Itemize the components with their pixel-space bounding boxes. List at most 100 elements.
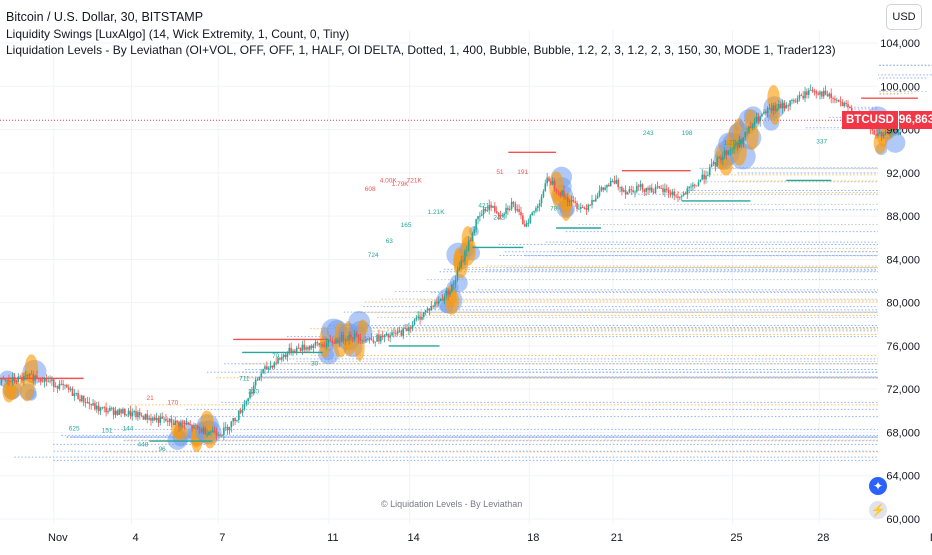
x-axis-tick-label: 14 bbox=[407, 532, 419, 544]
candle-body bbox=[873, 130, 875, 134]
legend-symbol-title[interactable]: Bitcoin / U.S. Dollar, 30, BITSTAMP bbox=[6, 9, 836, 26]
swing-annotation-label: 170 bbox=[167, 399, 178, 406]
candle-body bbox=[206, 434, 208, 435]
candle-body bbox=[59, 384, 61, 389]
candle-body bbox=[29, 374, 31, 376]
candle-body bbox=[836, 100, 838, 101]
candle-body bbox=[143, 416, 145, 419]
candle-body bbox=[847, 104, 849, 107]
candle-body bbox=[632, 190, 634, 192]
legend-indicator-liquidity-swings[interactable]: Liquidity Swings [LuxAlgo] (14, Wick Ext… bbox=[6, 26, 836, 43]
candle-body bbox=[599, 191, 601, 196]
candle-body bbox=[294, 351, 296, 353]
candle-body bbox=[98, 406, 100, 411]
candle-body bbox=[795, 102, 797, 103]
candle-body bbox=[720, 157, 722, 160]
candle-body bbox=[36, 375, 38, 378]
candle-body bbox=[389, 335, 391, 337]
candle-body bbox=[758, 117, 760, 121]
y-axis-tick-label: 60,000 bbox=[886, 514, 920, 526]
candle-body bbox=[70, 389, 72, 390]
candle-body bbox=[68, 387, 70, 389]
candle-body bbox=[470, 240, 472, 241]
candle-body bbox=[105, 408, 107, 413]
candle-body bbox=[701, 175, 703, 180]
candle-body bbox=[475, 219, 477, 229]
candle-body bbox=[358, 334, 360, 338]
candle-body bbox=[298, 348, 300, 349]
currency-button[interactable]: USD bbox=[886, 4, 922, 30]
candle-body bbox=[305, 347, 307, 349]
candle-body bbox=[724, 151, 726, 157]
candle-body bbox=[580, 207, 582, 209]
candle-body bbox=[158, 418, 160, 423]
candle-body bbox=[311, 346, 313, 348]
candle-body bbox=[573, 200, 575, 201]
y-axis-tick-label: 84,000 bbox=[886, 254, 920, 266]
candle-body bbox=[120, 409, 122, 413]
candle-body bbox=[565, 197, 567, 198]
candle-body bbox=[6, 380, 8, 381]
candle-body bbox=[460, 260, 462, 267]
candle-body bbox=[173, 423, 175, 425]
candle-body bbox=[681, 196, 683, 197]
candle-body bbox=[683, 193, 685, 195]
candle-body bbox=[645, 188, 647, 192]
x-axis-tick-label: 7 bbox=[219, 532, 225, 544]
legend-indicator-liquidation-levels[interactable]: Liquidation Levels - By Leviathan (OI+VO… bbox=[6, 42, 836, 59]
candle-body bbox=[23, 376, 25, 381]
candle-body bbox=[49, 381, 51, 382]
y-axis-tick-label: 92,000 bbox=[886, 168, 920, 180]
candle-body bbox=[148, 418, 150, 420]
candle-body bbox=[520, 212, 522, 216]
candle-body bbox=[176, 421, 178, 423]
candle-body bbox=[767, 108, 769, 113]
chart-legend: Bitcoin / U.S. Dollar, 30, BITSTAMP Liqu… bbox=[6, 9, 836, 59]
candle-body bbox=[330, 339, 332, 340]
candle-body bbox=[356, 333, 358, 334]
candle-body bbox=[445, 290, 447, 296]
candle-body bbox=[815, 91, 817, 93]
candle-body bbox=[324, 346, 326, 347]
candle-body bbox=[231, 421, 233, 427]
candle-body bbox=[234, 418, 236, 421]
candle-body bbox=[186, 423, 188, 424]
candle-body bbox=[703, 175, 705, 180]
candle-body bbox=[27, 375, 29, 376]
candle-body bbox=[653, 192, 655, 193]
candle-body bbox=[174, 421, 176, 425]
magic-icon[interactable]: ✦ bbox=[869, 477, 887, 495]
swing-annotation-label: 421 bbox=[478, 202, 489, 209]
candle-body bbox=[247, 398, 249, 401]
swing-annotation-label: 230 bbox=[248, 389, 259, 396]
candle-body bbox=[225, 427, 227, 428]
candle-body bbox=[384, 335, 386, 337]
candle-body bbox=[378, 335, 380, 342]
candle-body bbox=[789, 100, 791, 106]
candle-body bbox=[223, 428, 225, 435]
candle-body bbox=[3, 379, 5, 380]
candle-body bbox=[752, 125, 754, 128]
candle-body bbox=[576, 203, 578, 209]
y-axis-tick-label: 68,000 bbox=[886, 427, 920, 439]
candle-body bbox=[872, 129, 874, 130]
candle-body bbox=[152, 417, 154, 420]
candle-body bbox=[716, 158, 718, 166]
candle-body bbox=[236, 420, 238, 421]
candle-body bbox=[12, 377, 14, 381]
candle-body bbox=[591, 200, 593, 205]
lightning-icon[interactable]: ⚡ bbox=[869, 501, 887, 519]
candle-body bbox=[718, 157, 720, 158]
candle-body bbox=[516, 209, 518, 210]
candle-body bbox=[401, 331, 403, 336]
candle-body bbox=[875, 134, 877, 135]
candle-body bbox=[877, 133, 879, 135]
swing-annotation-label: 724 bbox=[368, 252, 379, 259]
candle-body bbox=[19, 376, 21, 377]
candle-body bbox=[664, 189, 666, 192]
candle-body bbox=[326, 343, 328, 347]
candle-body bbox=[477, 216, 479, 219]
candle-body bbox=[296, 348, 298, 353]
